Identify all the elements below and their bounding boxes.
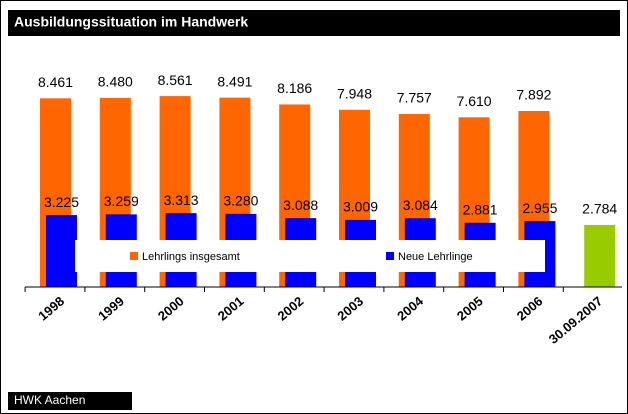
value-label: 3.259: [104, 193, 139, 209]
value-label: 3.225: [44, 194, 79, 210]
bar: [46, 215, 77, 287]
value-label: 2.955: [522, 200, 557, 216]
legend: [75, 240, 545, 272]
value-label: 3.313: [164, 192, 199, 208]
title-bar: [8, 10, 620, 36]
value-label: 8.491: [217, 73, 252, 89]
value-label: 3.084: [403, 197, 438, 213]
legend-label: Lehrlings insgesamt: [142, 251, 240, 263]
value-label: 7.757: [397, 90, 432, 106]
source: HWK Aachen: [14, 393, 85, 407]
value-label: 2.881: [463, 201, 498, 217]
chart-title: Ausbildungssituation im Handwerk: [14, 14, 248, 30]
legend-swatch: [386, 252, 394, 260]
value-label: 2.784: [582, 201, 617, 217]
legend-label: Neue Lehrlinge: [398, 251, 473, 263]
value-label: 3.088: [283, 197, 318, 213]
value-label: 3.280: [223, 193, 258, 209]
value-label: 7.892: [516, 87, 551, 103]
value-label: 3.009: [343, 199, 378, 215]
value-label: 8.461: [38, 74, 73, 90]
legend-swatch: [130, 252, 138, 260]
bar: [584, 224, 616, 287]
value-label: 7.610: [457, 93, 492, 109]
value-label: 8.561: [158, 72, 193, 88]
source-box: [8, 392, 132, 410]
value-label: 8.186: [277, 80, 312, 96]
value-label: 8.480: [98, 74, 133, 90]
value-label: 7.948: [337, 85, 372, 101]
